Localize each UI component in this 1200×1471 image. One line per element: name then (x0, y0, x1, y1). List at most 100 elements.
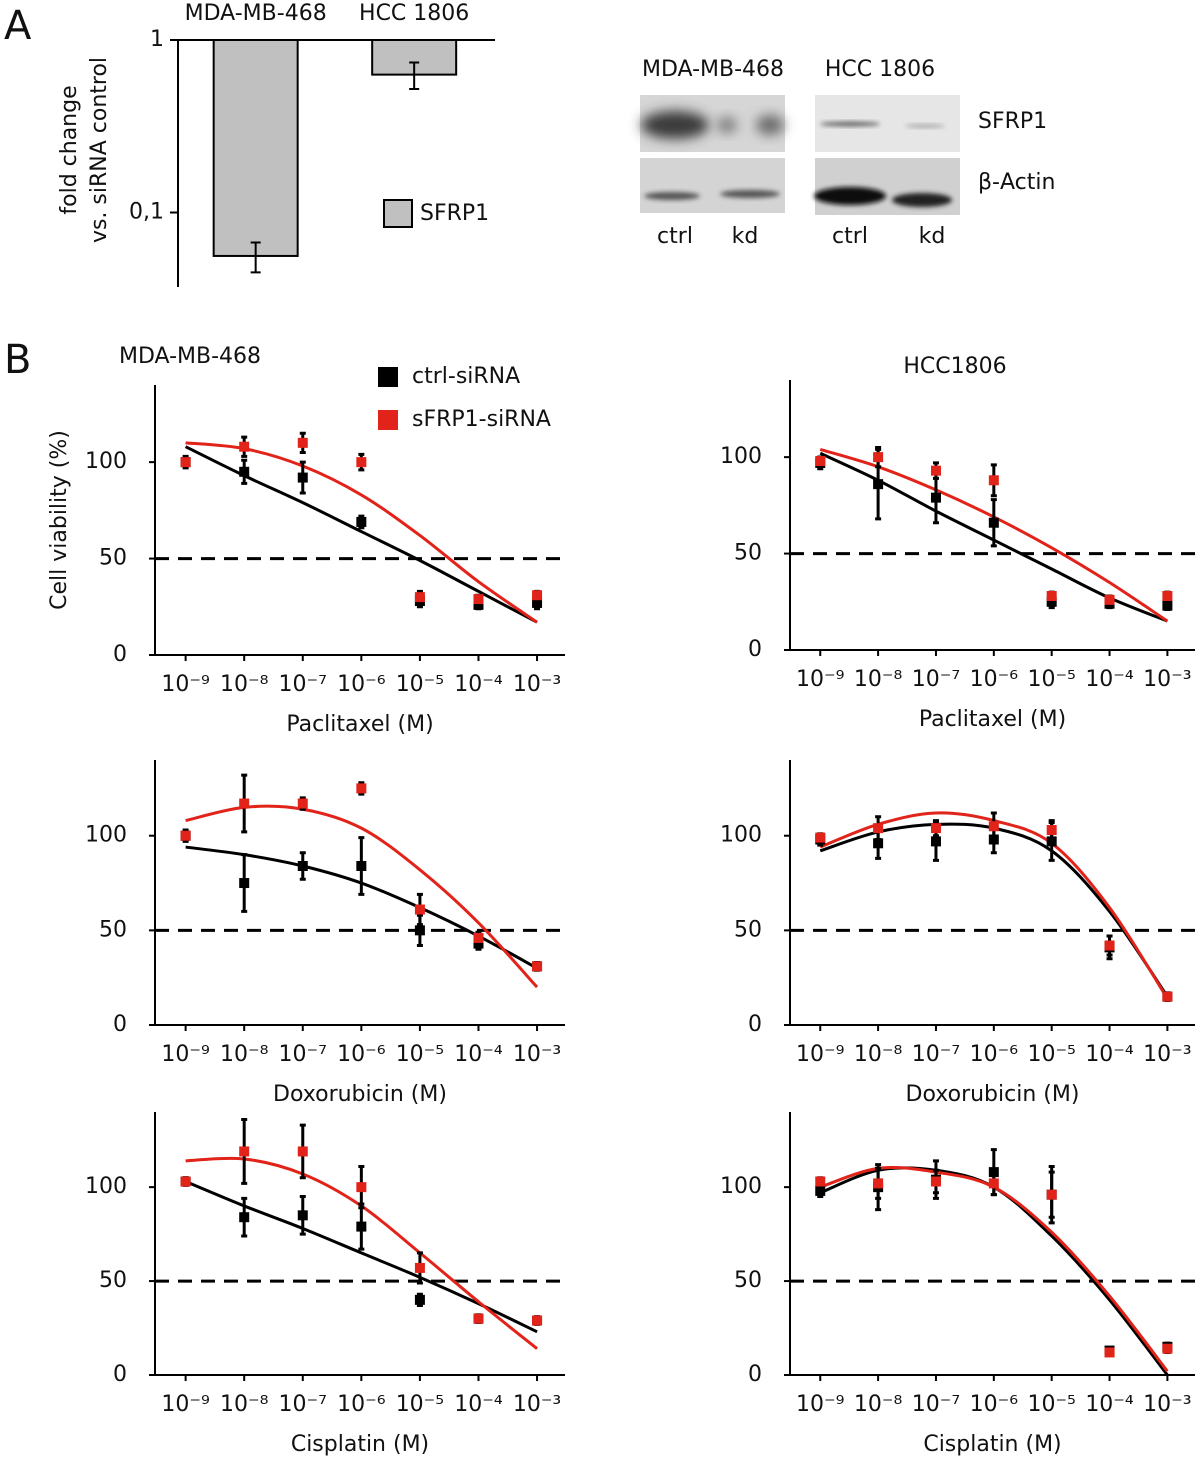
x-tick-label: 10⁻⁷ (912, 667, 960, 692)
y-tick-label: 50 (99, 546, 127, 571)
data-point (239, 798, 250, 809)
x-tick-label: 10⁻⁹ (796, 1392, 844, 1417)
y-tick-label: 100 (85, 1174, 127, 1199)
chart-title: MDA-MB-468 (119, 344, 261, 369)
data-point (239, 1146, 250, 1157)
blot-cell-line: HCC 1806 (825, 57, 935, 82)
legend-label: ctrl-siRNA (412, 364, 520, 389)
y-axis-label: Cell viability (%) (47, 430, 72, 610)
y-tick-label: 100 (85, 449, 127, 474)
x-tick-label: 10⁻⁸ (854, 1392, 903, 1417)
x-tick-label: 10⁻⁷ (912, 1392, 960, 1417)
x-tick-label: 10⁻³ (513, 1042, 561, 1067)
data-point (873, 823, 884, 834)
y-axis-label: fold change (57, 85, 82, 214)
x-tick-label: 10⁻⁹ (796, 667, 844, 692)
error-bar (250, 241, 261, 274)
x-tick-label: 10⁻³ (1143, 1392, 1191, 1417)
fit-curve (819, 1166, 1169, 1376)
x-tick-label: 10⁻⁹ (161, 1042, 209, 1067)
x-tick-label: 10⁻⁴ (454, 672, 503, 697)
data-point (297, 798, 308, 809)
x-axis-label: Cisplatin (M) (291, 1432, 429, 1457)
x-tick-label: 10⁻⁵ (1027, 667, 1075, 692)
x-tick-label: 10⁻⁸ (220, 672, 269, 697)
x-tick-label: 10⁻³ (1143, 667, 1191, 692)
data-point (180, 830, 191, 841)
data-point (414, 904, 425, 915)
fit-curve (185, 804, 539, 989)
y-tick-label: 50 (99, 917, 127, 942)
data-point (356, 1221, 367, 1232)
x-tick-label: 10⁻⁵ (396, 1042, 444, 1067)
x-tick-label: 10⁻⁵ (396, 1392, 444, 1417)
y-tick-label: 50 (734, 1268, 762, 1293)
x-tick-label: 10⁻⁶ (337, 672, 386, 697)
data-point (356, 861, 367, 871)
y-tick-label: 50 (99, 1268, 127, 1293)
blot-protein: SFRP1 (978, 109, 1047, 134)
legend-swatch (378, 367, 398, 387)
y-tick-label: 100 (85, 823, 127, 848)
data-point (1046, 836, 1057, 847)
x-tick-label: 10⁻⁸ (854, 667, 903, 692)
data-point (414, 1294, 425, 1305)
data-point (1046, 591, 1057, 601)
data-point (473, 1313, 484, 1324)
x-tick-label: 10⁻³ (1143, 1042, 1191, 1067)
data-point (1162, 591, 1173, 601)
blot-lane: ctrl (832, 224, 868, 249)
data-point (873, 838, 884, 849)
x-tick-label: 10⁻⁷ (279, 1042, 327, 1067)
data-point (1104, 1347, 1115, 1358)
y-tick-label: 100 (720, 823, 762, 848)
data-point (297, 437, 308, 448)
data-point (1104, 940, 1115, 951)
data-point (815, 456, 826, 466)
bar (212, 39, 299, 257)
blot-protein: β-Actin (978, 170, 1055, 195)
panel-label: B (4, 337, 31, 383)
x-tick-label: 10⁻⁶ (970, 1392, 1019, 1417)
x-tick-label: 10⁻³ (513, 1392, 561, 1417)
data-point (356, 783, 367, 794)
x-tick-label: 10⁻⁹ (161, 1392, 209, 1417)
data-point (297, 472, 308, 483)
x-tick-label: 10⁻⁶ (337, 1392, 386, 1417)
y-tick-label: 0 (113, 642, 127, 667)
data-point (297, 861, 308, 871)
x-tick-label: 10⁻⁹ (161, 672, 209, 697)
data-point (1162, 1343, 1173, 1354)
data-point (1162, 600, 1173, 611)
x-tick-label: 10⁻⁴ (454, 1392, 503, 1417)
x-tick-label: 10⁻⁸ (220, 1042, 269, 1067)
data-point (930, 836, 941, 847)
panel-label: A (4, 3, 32, 49)
data-point (930, 465, 941, 476)
legend-swatch (383, 199, 413, 228)
data-point (239, 1212, 250, 1223)
fit-curve (184, 445, 538, 624)
x-tick-label: 10⁻⁵ (1027, 1042, 1075, 1067)
x-tick-label: 10⁻⁴ (454, 1042, 503, 1067)
x-axis-label: Paclitaxel (M) (919, 707, 1066, 732)
data-point (815, 1185, 826, 1196)
x-axis-label: Doxorubicin (M) (906, 1082, 1080, 1107)
data-point (1162, 991, 1173, 1002)
x-axis-label: Doxorubicin (M) (273, 1082, 447, 1107)
data-point (414, 592, 425, 603)
y-tick-label: 100 (720, 1174, 762, 1199)
data-point (473, 599, 484, 610)
y-tick-label: 0,1 (129, 200, 164, 225)
data-point (473, 932, 484, 943)
data-point (873, 1178, 884, 1189)
y-tick-label: 50 (734, 541, 762, 566)
data-point (532, 961, 543, 972)
x-tick-label: 10⁻⁸ (854, 1042, 903, 1067)
data-point (532, 590, 543, 601)
data-point (988, 475, 999, 486)
legend-label: SFRP1 (420, 201, 489, 226)
y-tick-label: 50 (734, 917, 762, 942)
